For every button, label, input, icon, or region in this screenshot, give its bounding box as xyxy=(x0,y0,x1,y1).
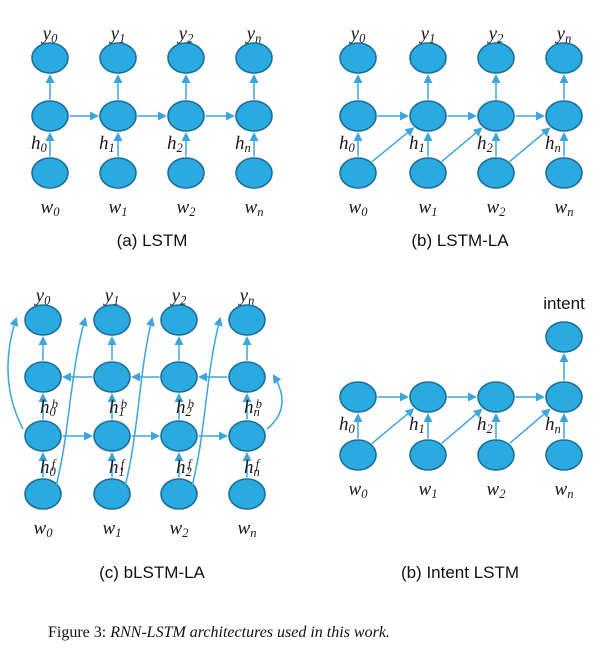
svg-text:(b) LSTM-LA: (b) LSTM-LA xyxy=(411,231,509,250)
svg-text:h1b: h1b xyxy=(109,397,127,419)
svg-text:h0f: h0f xyxy=(40,457,57,479)
svg-text:hnb: hnb xyxy=(244,397,262,419)
svg-text:(c) bLSTM-LA: (c) bLSTM-LA xyxy=(99,563,205,582)
svg-text:h2b: h2b xyxy=(176,397,194,419)
svg-text:intent: intent xyxy=(543,294,585,313)
svg-text:(a) LSTM: (a) LSTM xyxy=(117,231,188,250)
svg-text:hnf: hnf xyxy=(244,457,261,479)
svg-text:h1f: h1f xyxy=(109,457,126,479)
svg-text:Figure 3: RNN-LSTM architectur: Figure 3: RNN-LSTM architectures used in… xyxy=(48,624,390,641)
svg-text:(b) Intent LSTM: (b) Intent LSTM xyxy=(401,563,519,582)
svg-text:h2f: h2f xyxy=(176,457,193,479)
svg-text:h0b: h0b xyxy=(40,397,58,419)
